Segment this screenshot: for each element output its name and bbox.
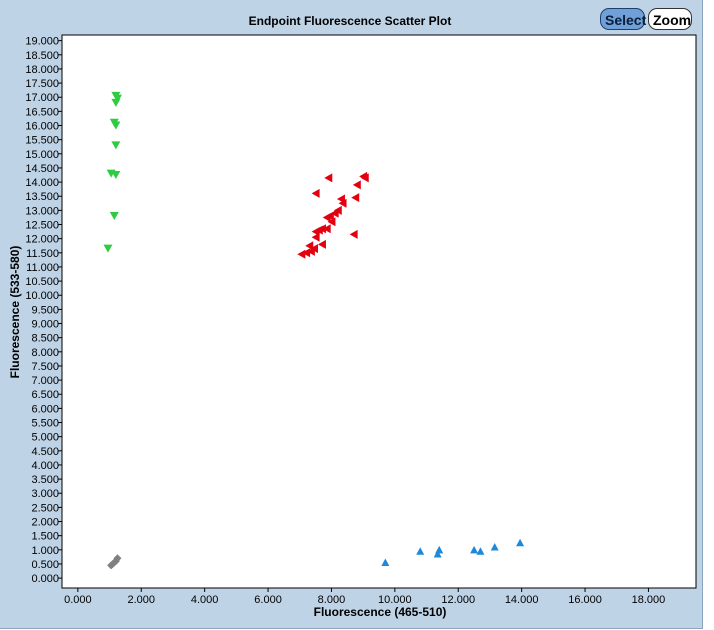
data-point	[112, 94, 122, 103]
y-tick-label: 11.000	[26, 262, 59, 274]
data-point	[108, 559, 117, 568]
y-tick-label: 13.000	[25, 205, 59, 217]
data-point	[352, 180, 361, 190]
data-point	[490, 542, 499, 551]
x-tick-label: 0.000	[64, 594, 92, 606]
y-tick-label: 1.000	[31, 545, 59, 557]
data-point	[111, 171, 121, 180]
y-tick-label: 10.000	[25, 290, 59, 302]
y-tick-label: 2.000	[31, 517, 59, 529]
data-point	[327, 217, 336, 227]
y-tick-label: 15.000	[25, 149, 59, 161]
y-tick-label: 19.000	[25, 36, 59, 48]
zoom-button[interactable]: Zoom	[648, 8, 692, 30]
x-tick-label: 4.000	[191, 594, 219, 606]
x-axis: 0.000 2.000 4.000 6.000 8.000 10.000 12.000 14.…	[64, 588, 665, 606]
y-tick-label: 6.000	[31, 403, 59, 415]
y-tick-label: 10.500	[25, 276, 59, 288]
y-tick-label: 8.500	[31, 333, 59, 345]
y-tick-label: 17.000	[25, 92, 59, 104]
y-tick-label: 18.000	[25, 64, 59, 76]
y-tick-label: 16.500	[25, 106, 59, 118]
x-tick-label: 10.000	[378, 594, 412, 606]
data-point	[111, 141, 121, 150]
chart-title: Endpoint Fluorescence Scatter Plot	[248, 14, 452, 28]
data-point	[317, 239, 326, 249]
y-tick-label: 9.000	[31, 319, 59, 331]
data-point	[311, 188, 320, 198]
y-tick-label: 5.000	[31, 432, 59, 444]
y-tick-label: 14.500	[25, 163, 59, 175]
data-point	[381, 558, 390, 567]
data-point	[311, 232, 320, 242]
data-point	[322, 224, 331, 234]
x-tick-label: 2.000	[127, 594, 155, 606]
y-tick-label: 18.500	[25, 50, 59, 62]
y-tick-label: 8.000	[31, 347, 59, 359]
x-axis-title: Fluorescence (465-510)	[314, 605, 447, 619]
x-tick-label: 18.000	[632, 594, 666, 606]
data-point	[324, 173, 333, 183]
data-point	[297, 249, 306, 259]
y-tick-label: 3.000	[31, 488, 59, 500]
y-tick-label: 11.500	[26, 248, 59, 260]
y-tick-label: 0.000	[31, 573, 59, 585]
data-point	[322, 212, 331, 222]
y-axis: 0.000 0.500 1.000 1.500 2.000 2.500 3.000 3.500…	[25, 36, 62, 585]
data-point	[330, 208, 339, 218]
data-points	[103, 91, 525, 570]
data-point	[433, 550, 442, 558]
y-tick-label: 5.500	[31, 418, 59, 430]
data-point	[349, 229, 358, 239]
data-point	[360, 173, 369, 183]
select-button[interactable]: Select	[600, 8, 646, 30]
y-tick-label: 12.500	[25, 220, 59, 232]
y-tick-label: 4.000	[31, 460, 59, 472]
x-tick-label: 6.000	[254, 594, 282, 606]
data-point	[416, 547, 425, 555]
y-tick-label: 17.500	[25, 78, 59, 90]
data-point	[302, 248, 311, 258]
data-point	[516, 538, 525, 547]
data-point	[470, 545, 479, 554]
y-tick-label: 12.000	[25, 234, 59, 246]
x-tick-label: 16.000	[568, 594, 602, 606]
y-tick-label: 1.500	[31, 531, 59, 543]
data-point	[306, 246, 315, 256]
y-tick-label: 2.500	[31, 502, 59, 514]
y-tick-label: 3.500	[31, 474, 59, 486]
x-tick-label: 12.000	[441, 594, 475, 606]
data-point	[103, 244, 113, 253]
x-tick-label: 14.000	[505, 594, 539, 606]
data-point	[109, 212, 119, 221]
y-tick-label: 7.500	[31, 361, 59, 373]
y-tick-label: 16.000	[25, 121, 59, 133]
x-tick-label: 8.000	[318, 594, 346, 606]
y-tick-label: 15.500	[25, 135, 59, 147]
data-point	[338, 198, 347, 208]
y-tick-label: 4.500	[31, 446, 59, 458]
data-point	[311, 227, 320, 237]
y-tick-label: 13.500	[25, 191, 59, 203]
y-tick-label: 0.500	[31, 559, 59, 571]
y-tick-label: 6.500	[31, 389, 59, 401]
y-axis-title: Fluorescence (533-580)	[8, 246, 22, 379]
y-tick-label: 9.500	[31, 304, 59, 316]
data-point	[111, 121, 121, 130]
data-point	[351, 193, 360, 203]
plot-area	[61, 34, 697, 589]
y-tick-label: 7.000	[31, 375, 59, 387]
data-point	[111, 98, 121, 107]
y-tick-label: 14.000	[25, 177, 59, 189]
data-point	[476, 547, 485, 555]
